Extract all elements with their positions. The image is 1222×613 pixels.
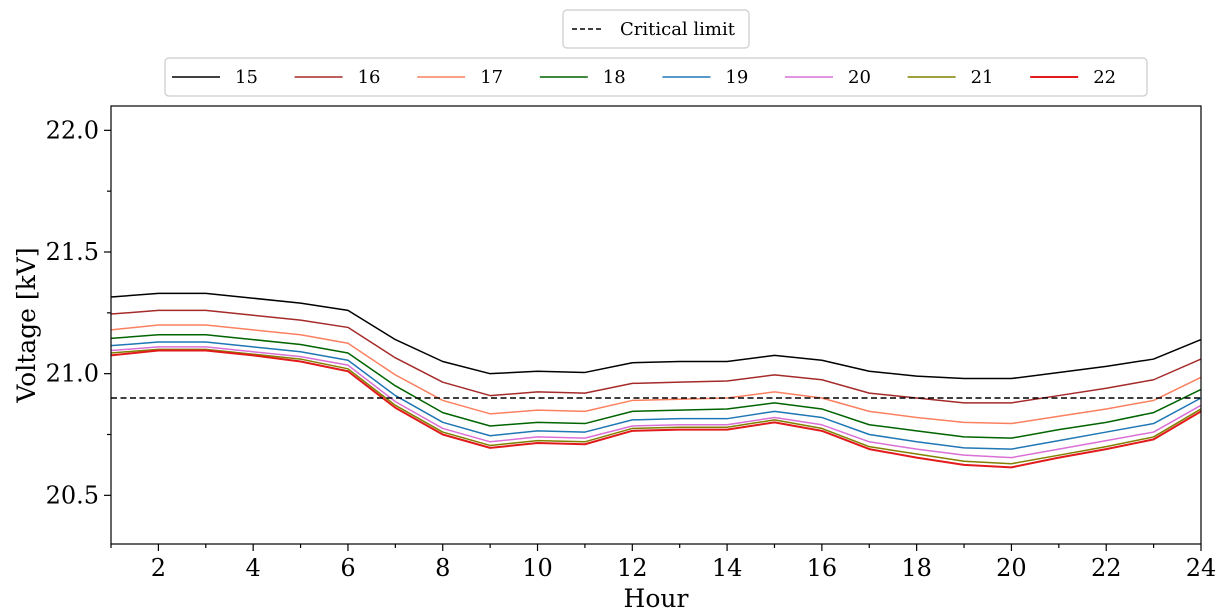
legend-critical-limit: Critical limit [562,9,750,49]
legend-label: 20 [848,67,871,88]
legend-critical-limit-frame [562,9,750,49]
x-tick-label: 24 [1186,554,1217,582]
legend-label: 21 [971,67,994,88]
plot-area: 2 4 6 8 10 12 14 16 18 20 22 24 20.521.021.522.0 [46,105,1217,582]
legend-label: 19 [725,67,748,88]
legend-label: 18 [603,67,626,88]
y-axis-ticks: 20.5 21.0 21.5 22.0 [46,116,111,509]
legend-item-17: 17 [417,67,503,88]
x-axis-title: Hour [624,584,689,613]
x-tick-label: 4 [246,554,261,582]
series-lines [110,292,1202,469]
series-line-19 [110,341,1202,450]
legend-item-20: 20 [785,67,871,88]
x-tick-label: 16 [807,554,838,582]
legend-critical-limit-label: Critical limit [620,19,736,40]
y-axis-title: Voltage [kV] [12,247,41,403]
legend-series-frame [164,57,1148,97]
legend-item-19: 19 [662,67,748,88]
legend-label: 22 [1093,67,1116,88]
legend-label: 15 [235,67,258,88]
series-line-15 [110,292,1202,380]
x-tick-label: 6 [340,554,355,582]
legend-label: 17 [480,67,503,88]
y-tick-label: 21.5 [46,238,99,266]
y-tick-label: 20.5 [46,481,99,509]
x-tick-label: 2 [151,554,166,582]
y-tick-label: 21.0 [46,360,99,388]
x-tick-label: 12 [617,554,648,582]
series-line-22 [110,349,1202,469]
series-line-18 [110,333,1202,439]
legend-item-18: 18 [539,67,626,88]
legend-label: 16 [358,67,381,88]
legend-series: 15 16 17 18 19 20 21 22 [164,57,1148,97]
series-line-20 [110,346,1202,459]
legend-item-16: 16 [294,67,381,88]
x-tick-label: 22 [1091,554,1122,582]
series-line-21 [110,348,1202,465]
x-tick-label: 10 [522,554,553,582]
x-tick-label: 18 [901,554,932,582]
legend-item-21: 21 [907,67,994,88]
x-tick-label: 14 [712,554,743,582]
legend-item-15: 15 [172,67,258,88]
x-axis-ticks: 2 4 6 8 10 12 14 16 18 20 22 24 [110,544,1217,582]
x-tick-label: 20 [996,554,1027,582]
x-tick-label: 8 [435,554,450,582]
y-tick-label: 22.0 [46,116,99,144]
legend-item-22: 22 [1030,67,1116,88]
series-line-16 [110,309,1202,404]
series-line-17 [110,324,1202,425]
plot-frame [110,105,1202,545]
